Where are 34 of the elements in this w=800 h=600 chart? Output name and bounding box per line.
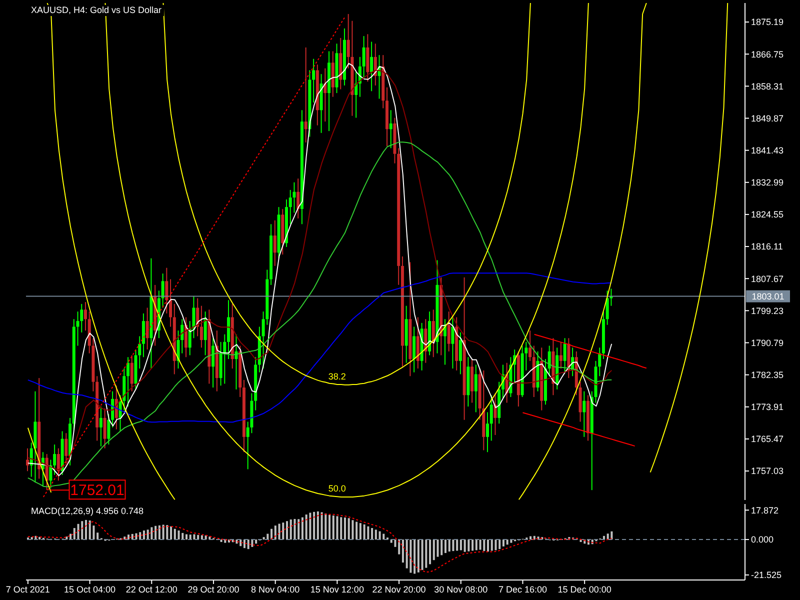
y-tick-label: 1832.99 (751, 178, 784, 188)
x-tick-label: 15 Oct 04:00 (64, 584, 116, 594)
y-tick-label: 1782.35 (751, 370, 784, 380)
x-tick-label: 7 Oct 2021 (6, 584, 50, 594)
y-tick-label: 17.872 (751, 505, 779, 516)
x-tick-label: 7 Dec 16:00 (498, 584, 547, 594)
y-tick-label: 1757.03 (751, 466, 784, 476)
y-tick-label: 1841.43 (751, 146, 784, 156)
x-tick-label: 22 Oct 12:00 (126, 584, 178, 594)
x-tick-label: 29 Oct 20:00 (188, 584, 240, 594)
y-tick-label: 1875.19 (751, 17, 784, 28)
y-tick-label: 1866.75 (751, 49, 784, 60)
ref-line-label: 1803.01 (752, 291, 784, 302)
chart-title: MACD(12,26,9) 4.956 0.748 (29, 506, 146, 517)
annotation: 50.0 (328, 484, 346, 494)
y-tick-label: 1790.79 (751, 338, 784, 348)
y-tick-label: 1858.31 (751, 81, 784, 92)
annotation: 1752.01 (70, 482, 124, 499)
y-tick-label: 1849.87 (751, 113, 784, 124)
y-tick-label: 1824.55 (751, 210, 784, 220)
y-tick-label: 1799.23 (751, 306, 784, 316)
y-tick-label: -21.525 (751, 570, 782, 580)
y-tick-label: 1765.47 (751, 434, 784, 444)
x-tick-label: 30 Nov 08:00 (434, 584, 488, 594)
x-tick-label: 15 Nov 12:00 (310, 584, 364, 594)
y-tick-label: 1807.67 (751, 274, 784, 284)
y-tick-label: 0.000 (751, 534, 774, 545)
chart-title: XAUUSD, H4: Gold vs US Dollar (29, 5, 164, 16)
x-tick-label: 22 Nov 20:00 (372, 584, 426, 594)
y-tick-label: 1773.91 (751, 402, 784, 412)
x-tick-label: 15 Dec 00:00 (558, 584, 612, 594)
y-tick-label: 1816.11 (751, 242, 783, 252)
annotation: 38.2 (328, 371, 346, 382)
x-tick-label: 8 Nov 04:00 (251, 584, 300, 594)
